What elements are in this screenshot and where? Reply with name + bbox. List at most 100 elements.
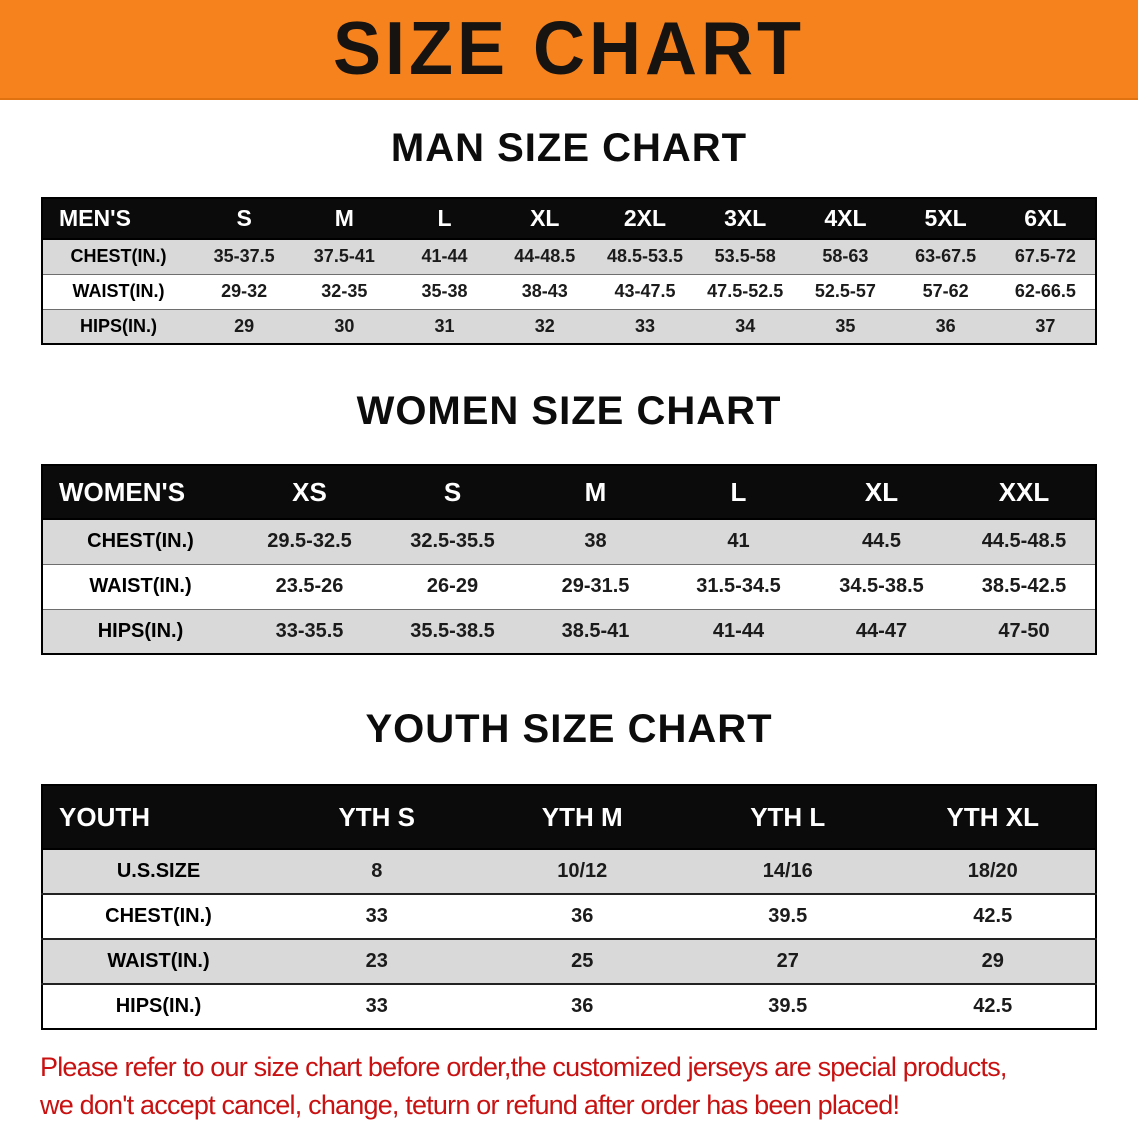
size-value-cell: 33-35.5: [238, 609, 381, 654]
size-column-header: XL: [810, 465, 953, 520]
table-header-row: YOUTH YTH S YTH M YTH L YTH XL: [42, 785, 1096, 850]
size-value-cell: 42.5: [890, 894, 1096, 940]
size-column-header: S: [194, 198, 295, 240]
size-value-cell: 38.5-41: [524, 609, 667, 654]
size-column-header: YTH L: [685, 785, 891, 850]
size-value-cell: 57-62: [895, 274, 996, 310]
size-column-header: L: [394, 198, 495, 240]
measurement-row: U.S.SIZE 8 10/12 14/16 18/20: [42, 849, 1096, 895]
size-value-cell: 29: [890, 939, 1096, 985]
disclaimer-text: Please refer to our size chart before or…: [40, 1048, 1138, 1125]
men-size-table: MEN'S S M L XL 2XL 3XL 4XL 5XL 6XL CHEST(IN.) 35-37…: [41, 197, 1097, 345]
size-value-cell: 47.5-52.5: [695, 274, 796, 310]
row-label: HIPS(IN.): [42, 309, 194, 344]
measurement-row: HIPS(IN.) 29 30 31 32 33 34 35 36 37: [42, 309, 1096, 344]
size-value-cell: 35-37.5: [194, 239, 295, 275]
size-column-header: M: [524, 465, 667, 520]
size-value-cell: 36: [895, 309, 996, 344]
size-value-cell: 38: [524, 519, 667, 565]
size-value-cell: 35-38: [394, 274, 495, 310]
size-chart-banner: SIZE CHART: [0, 0, 1138, 100]
size-column-header: 6XL: [995, 198, 1096, 240]
size-value-cell: 38-43: [494, 274, 595, 310]
size-value-cell: 52.5-57: [795, 274, 896, 310]
size-value-cell: 29: [194, 309, 295, 344]
size-column-header: L: [667, 465, 810, 520]
measurement-row: WAIST(IN.) 29-32 32-35 35-38 38-43 43-47.5 47.…: [42, 274, 1096, 310]
row-label: U.S.SIZE: [42, 849, 274, 895]
size-column-header: S: [381, 465, 524, 520]
row-label: CHEST(IN.): [42, 239, 194, 275]
size-value-cell: 41: [667, 519, 810, 565]
row-label: CHEST(IN.): [42, 894, 274, 940]
measurement-row: WAIST(IN.) 23 25 27 29: [42, 939, 1096, 985]
size-value-cell: 44.5-48.5: [953, 519, 1096, 565]
size-value-cell: 39.5: [685, 894, 891, 940]
size-chart-content: MAN SIZE CHART MEN'S S M L XL 2XL 3XL 4XL 5XL 6XL…: [0, 126, 1138, 1125]
measurement-row: CHEST(IN.) 35-37.5 37.5-41 41-44 44-48.5 48.5…: [42, 239, 1096, 275]
size-value-cell: 10/12: [479, 849, 685, 895]
size-value-cell: 32: [494, 309, 595, 344]
table-title-cell: YOUTH: [42, 785, 274, 850]
size-column-header: XS: [238, 465, 381, 520]
women-size-table: WOMEN'S XS S M L XL XXL CHEST(IN.) 29.5-32.5 32.5…: [41, 464, 1097, 655]
size-value-cell: 44-47: [810, 609, 953, 654]
size-value-cell: 48.5-53.5: [594, 239, 696, 275]
size-value-cell: 23: [274, 939, 480, 985]
size-value-cell: 35.5-38.5: [381, 609, 524, 654]
size-value-cell: 67.5-72: [995, 239, 1096, 275]
size-value-cell: 44.5: [810, 519, 953, 565]
size-column-header: 4XL: [795, 198, 896, 240]
size-value-cell: 37: [995, 309, 1096, 344]
table-title-cell: WOMEN'S: [42, 465, 238, 520]
size-value-cell: 32-35: [294, 274, 395, 310]
size-column-header: 5XL: [895, 198, 996, 240]
size-value-cell: 33: [594, 309, 696, 344]
size-value-cell: 53.5-58: [695, 239, 796, 275]
size-value-cell: 44-48.5: [494, 239, 595, 275]
disclaimer-line-2: we don't accept cancel, change, teturn o…: [40, 1090, 900, 1121]
size-column-header: YTH M: [479, 785, 685, 850]
size-value-cell: 62-66.5: [995, 274, 1096, 310]
size-column-header: XXL: [953, 465, 1096, 520]
row-label: CHEST(IN.): [42, 519, 238, 565]
size-value-cell: 31.5-34.5: [667, 564, 810, 610]
table-title-cell: MEN'S: [42, 198, 194, 240]
size-value-cell: 33: [274, 894, 480, 940]
size-value-cell: 27: [685, 939, 891, 985]
size-value-cell: 29-31.5: [524, 564, 667, 610]
size-column-header: 3XL: [695, 198, 796, 240]
size-value-cell: 41-44: [394, 239, 495, 275]
size-value-cell: 30: [294, 309, 395, 344]
women-size-section: WOMEN SIZE CHART WOMEN'S XS S M L XL XXL CHEST(…: [0, 389, 1138, 655]
size-value-cell: 23.5-26: [238, 564, 381, 610]
size-value-cell: 26-29: [381, 564, 524, 610]
row-label: HIPS(IN.): [42, 609, 238, 654]
measurement-row: HIPS(IN.) 33 36 39.5 42.5: [42, 984, 1096, 1029]
size-value-cell: 37.5-41: [294, 239, 395, 275]
row-label: WAIST(IN.): [42, 939, 274, 985]
measurement-row: WAIST(IN.) 23.5-26 26-29 29-31.5 31.5-34.5 34…: [42, 564, 1096, 610]
size-value-cell: 38.5-42.5: [953, 564, 1096, 610]
size-value-cell: 29.5-32.5: [238, 519, 381, 565]
size-value-cell: 47-50: [953, 609, 1096, 654]
youth-size-table: YOUTH YTH S YTH M YTH L YTH XL U.S.SIZE 8 10/12…: [41, 784, 1097, 1030]
size-value-cell: 63-67.5: [895, 239, 996, 275]
size-value-cell: 14/16: [685, 849, 891, 895]
size-value-cell: 8: [274, 849, 480, 895]
disclaimer-line-1: Please refer to our size chart before or…: [40, 1052, 1007, 1082]
measurement-row: CHEST(IN.) 29.5-32.5 32.5-35.5 38 41 44.5 44.5…: [42, 519, 1096, 565]
size-value-cell: 58-63: [795, 239, 896, 275]
size-value-cell: 34: [695, 309, 796, 344]
men-size-section: MAN SIZE CHART MEN'S S M L XL 2XL 3XL 4XL 5XL 6XL…: [0, 126, 1138, 345]
youth-size-section: YOUTH SIZE CHART YOUTH YTH S YTH M YTH L YTH…: [0, 707, 1138, 1030]
size-value-cell: 34.5-38.5: [810, 564, 953, 610]
row-label: HIPS(IN.): [42, 984, 274, 1029]
men-section-heading: MAN SIZE CHART: [390, 126, 748, 170]
size-value-cell: 36: [479, 894, 685, 940]
size-value-cell: 32.5-35.5: [381, 519, 524, 565]
row-label: WAIST(IN.): [42, 564, 238, 610]
size-value-cell: 43-47.5: [594, 274, 696, 310]
measurement-row: HIPS(IN.) 33-35.5 35.5-38.5 38.5-41 41-44 44-…: [42, 609, 1096, 654]
size-value-cell: 29-32: [194, 274, 295, 310]
